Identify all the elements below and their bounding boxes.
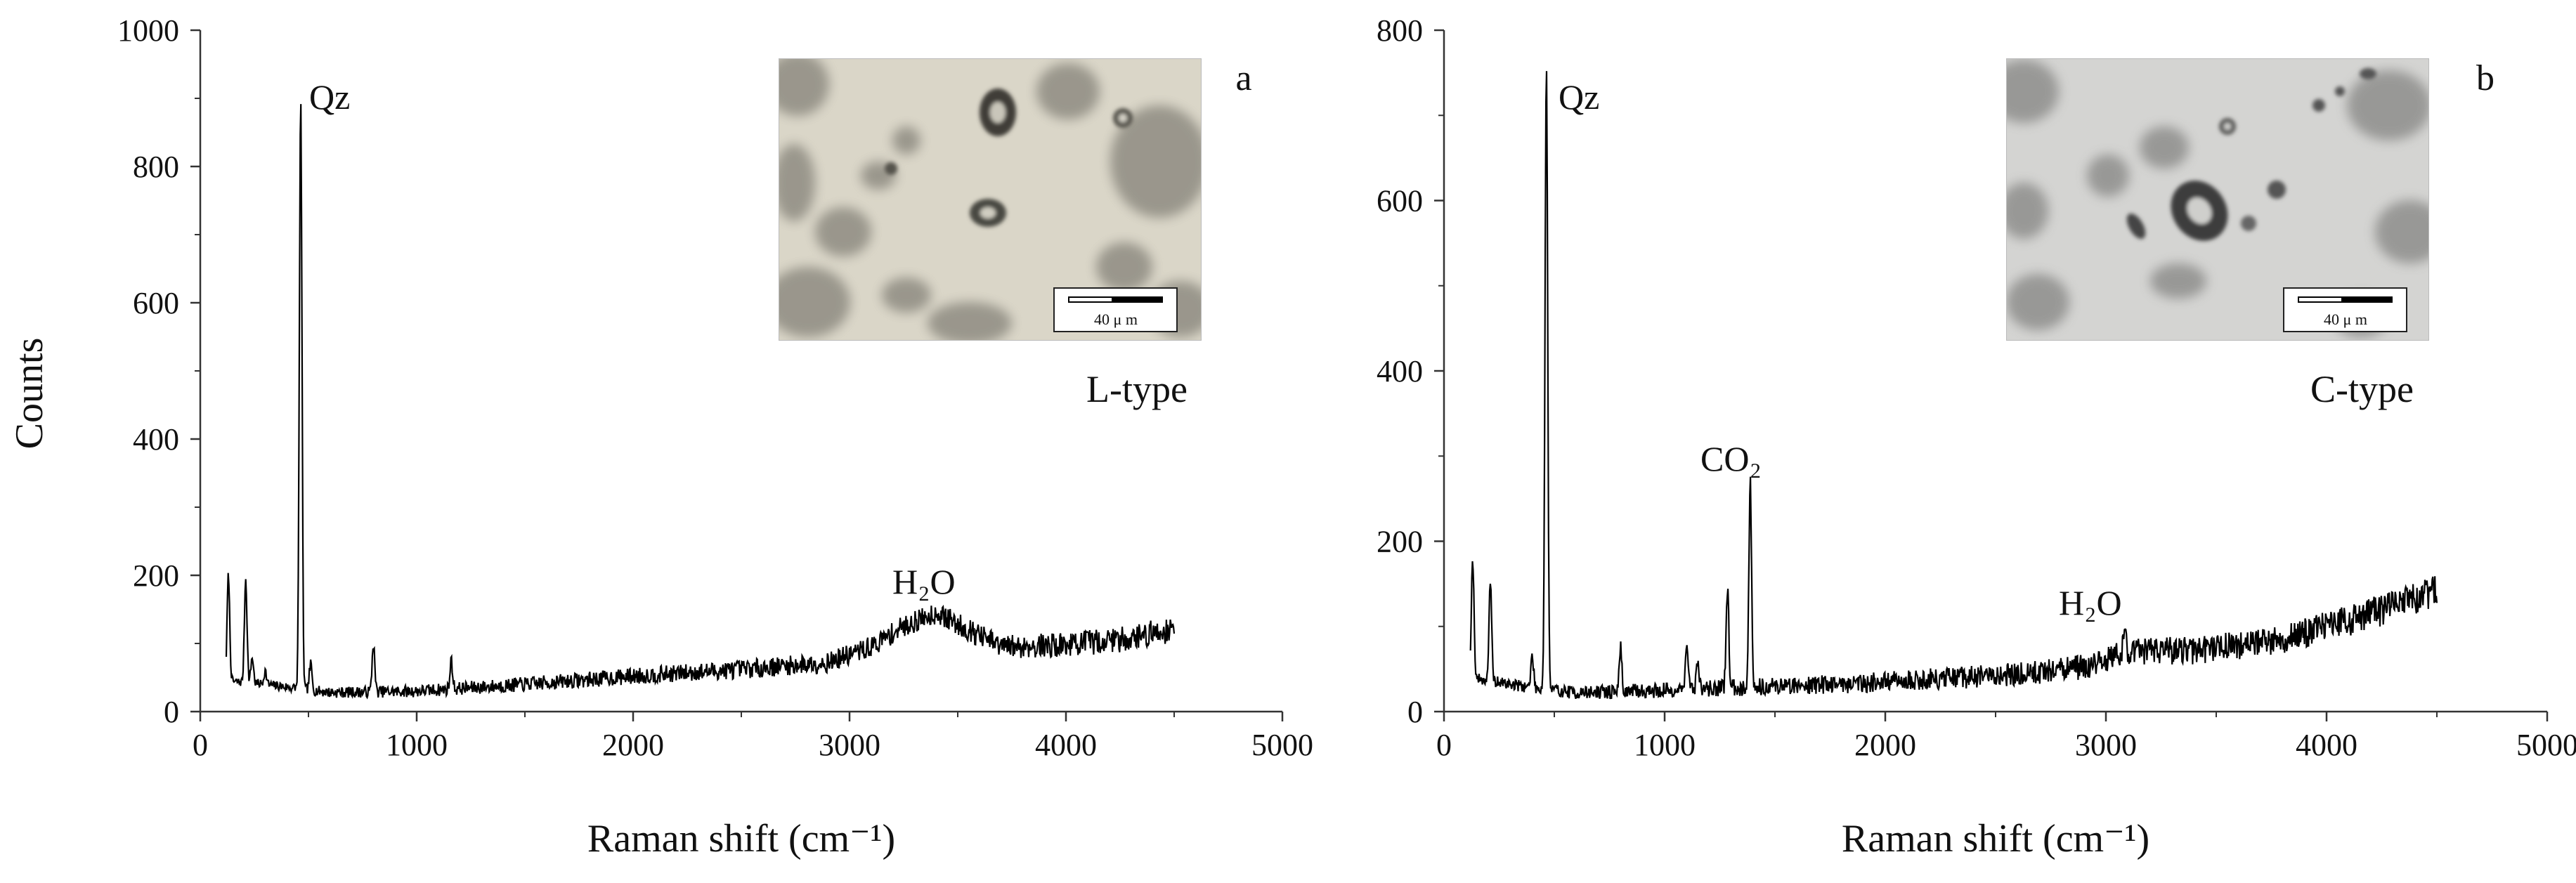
panel-b-panel-letter: b	[2476, 58, 2494, 98]
panel-a-inset-micrograph: 40 μ m	[779, 58, 1202, 341]
panel-a-panel-letter: a	[1235, 58, 1251, 98]
panel-a-y-tick-label: 400	[133, 422, 179, 457]
panel-a-scale-bar-label: 40 μ m	[1094, 310, 1138, 328]
panel-b-x-tick-label: 0	[1436, 728, 1452, 762]
panel-b-scale-bar-label: 40 μ m	[2324, 310, 2367, 328]
panel-a-x-tick-label: 5000	[1251, 728, 1313, 762]
panel-a-tick-labels: 0 1000 2000 3000 4000 5000 0 200 400 600 800 1000	[117, 13, 1313, 762]
panel-a-x-axis-label: Raman shift (cm⁻¹)	[587, 817, 895, 861]
panel-b-y-tick-label: 600	[1377, 184, 1423, 218]
panel-a-axes	[190, 29, 1284, 721]
panel-a-y-tick-label: 1000	[117, 13, 179, 48]
panel-a-y-axis-label: Counts	[8, 338, 51, 450]
panel-a-y-tick-label: 800	[133, 150, 179, 184]
panel-a-h2o-annotation: H₂O	[892, 562, 956, 601]
panel-a-y-tick-label: 600	[133, 286, 179, 320]
panel-b-qz-annotation: Qz	[1559, 77, 1599, 117]
panel-b-x-tick-label: 4000	[2296, 728, 2357, 762]
panel-b-x-tick-label: 1000	[1634, 728, 1696, 762]
panel-a-spectrum-line	[225, 104, 1176, 700]
panel-b-x-axis-label: Raman shift (cm⁻¹)	[1842, 817, 2149, 861]
panel-a-qz-annotation: Qz	[309, 77, 350, 117]
panel-b-x-tick-label: 5000	[2516, 728, 2576, 762]
panel-a-x-tick-label: 3000	[819, 728, 880, 762]
panel-b-h2o-annotation: H₂O	[2059, 583, 2122, 622]
panel-b-x-tick-label: 2000	[1854, 728, 1916, 762]
panel-b-y-tick-label: 800	[1377, 13, 1423, 48]
panel-b-type-label: C-type	[2310, 368, 2414, 410]
panel-a-x-tick-label: 0	[193, 728, 208, 762]
panel-a-type-label: L-type	[1086, 368, 1188, 410]
panel-b-chart: 0 1000 2000 3000 4000 5000 0 200 400 600 800 Raman…	[1377, 13, 2576, 861]
panel-a-y-tick-label: 200	[133, 558, 179, 593]
panel-b-co2-annotation: CO₂	[1700, 439, 1762, 478]
panel-a-x-tick-label: 1000	[386, 728, 448, 762]
panel-b-y-tick-label: 200	[1377, 525, 1423, 559]
panel-a-y-tick-label: 0	[164, 695, 179, 729]
panel-a-x-tick-label: 2000	[602, 728, 664, 762]
panel-b-spectrum-line	[1469, 71, 2438, 700]
panel-b-tick-labels: 0 1000 2000 3000 4000 5000 0 200 400 600 800	[1377, 13, 2576, 762]
panel-b-x-tick-label: 3000	[2075, 728, 2137, 762]
panel-a-x-tick-label: 4000	[1035, 728, 1097, 762]
panel-b-y-tick-label: 400	[1377, 354, 1423, 388]
panel-b-y-tick-label: 0	[1407, 695, 1423, 729]
panel-b-axes	[1434, 29, 2549, 721]
panel-a-chart: 0 1000 2000 3000 4000 5000 0 200 400 600 800 1000 R…	[8, 13, 1313, 861]
panel-b-inset-micrograph: 40 μ m	[2006, 58, 2429, 341]
